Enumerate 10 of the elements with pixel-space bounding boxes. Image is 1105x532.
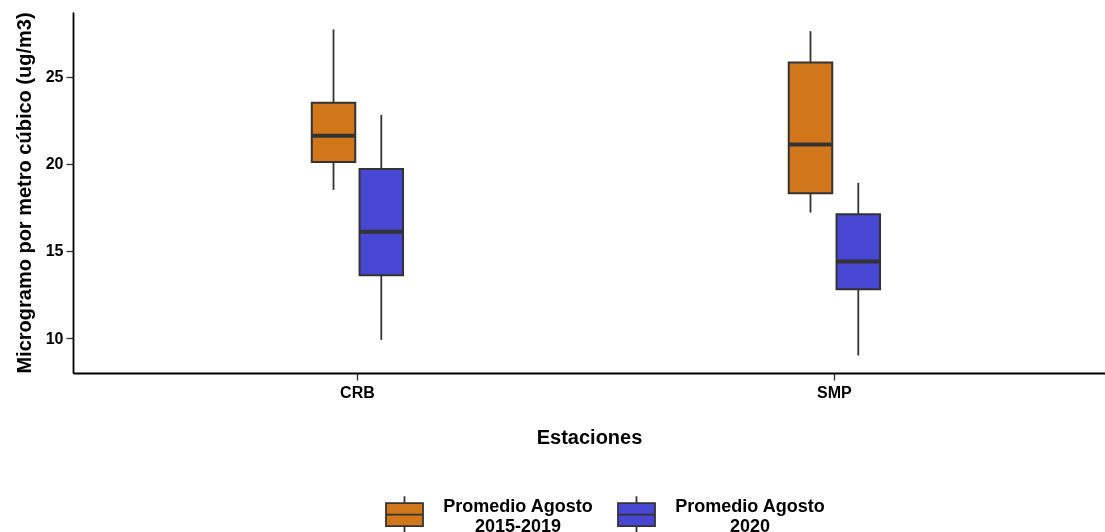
y-tick-label: 15 — [45, 242, 64, 260]
x-tick-label: CRB — [340, 383, 375, 401]
x-axis-title: Estaciones — [536, 425, 643, 448]
y-tick-label: 20 — [45, 155, 64, 173]
legend-label: Promedio Agosto 2020 — [675, 495, 825, 532]
y-axis-title: Microgramo por metro cúbico (ug/m3) — [12, 12, 35, 374]
legend-label: Promedio Agosto 2015-2019 — [443, 495, 593, 532]
y-tick-label: 25 — [45, 68, 64, 86]
x-tick-label: SMP — [817, 383, 853, 401]
y-tick-label: 10 — [45, 329, 64, 347]
